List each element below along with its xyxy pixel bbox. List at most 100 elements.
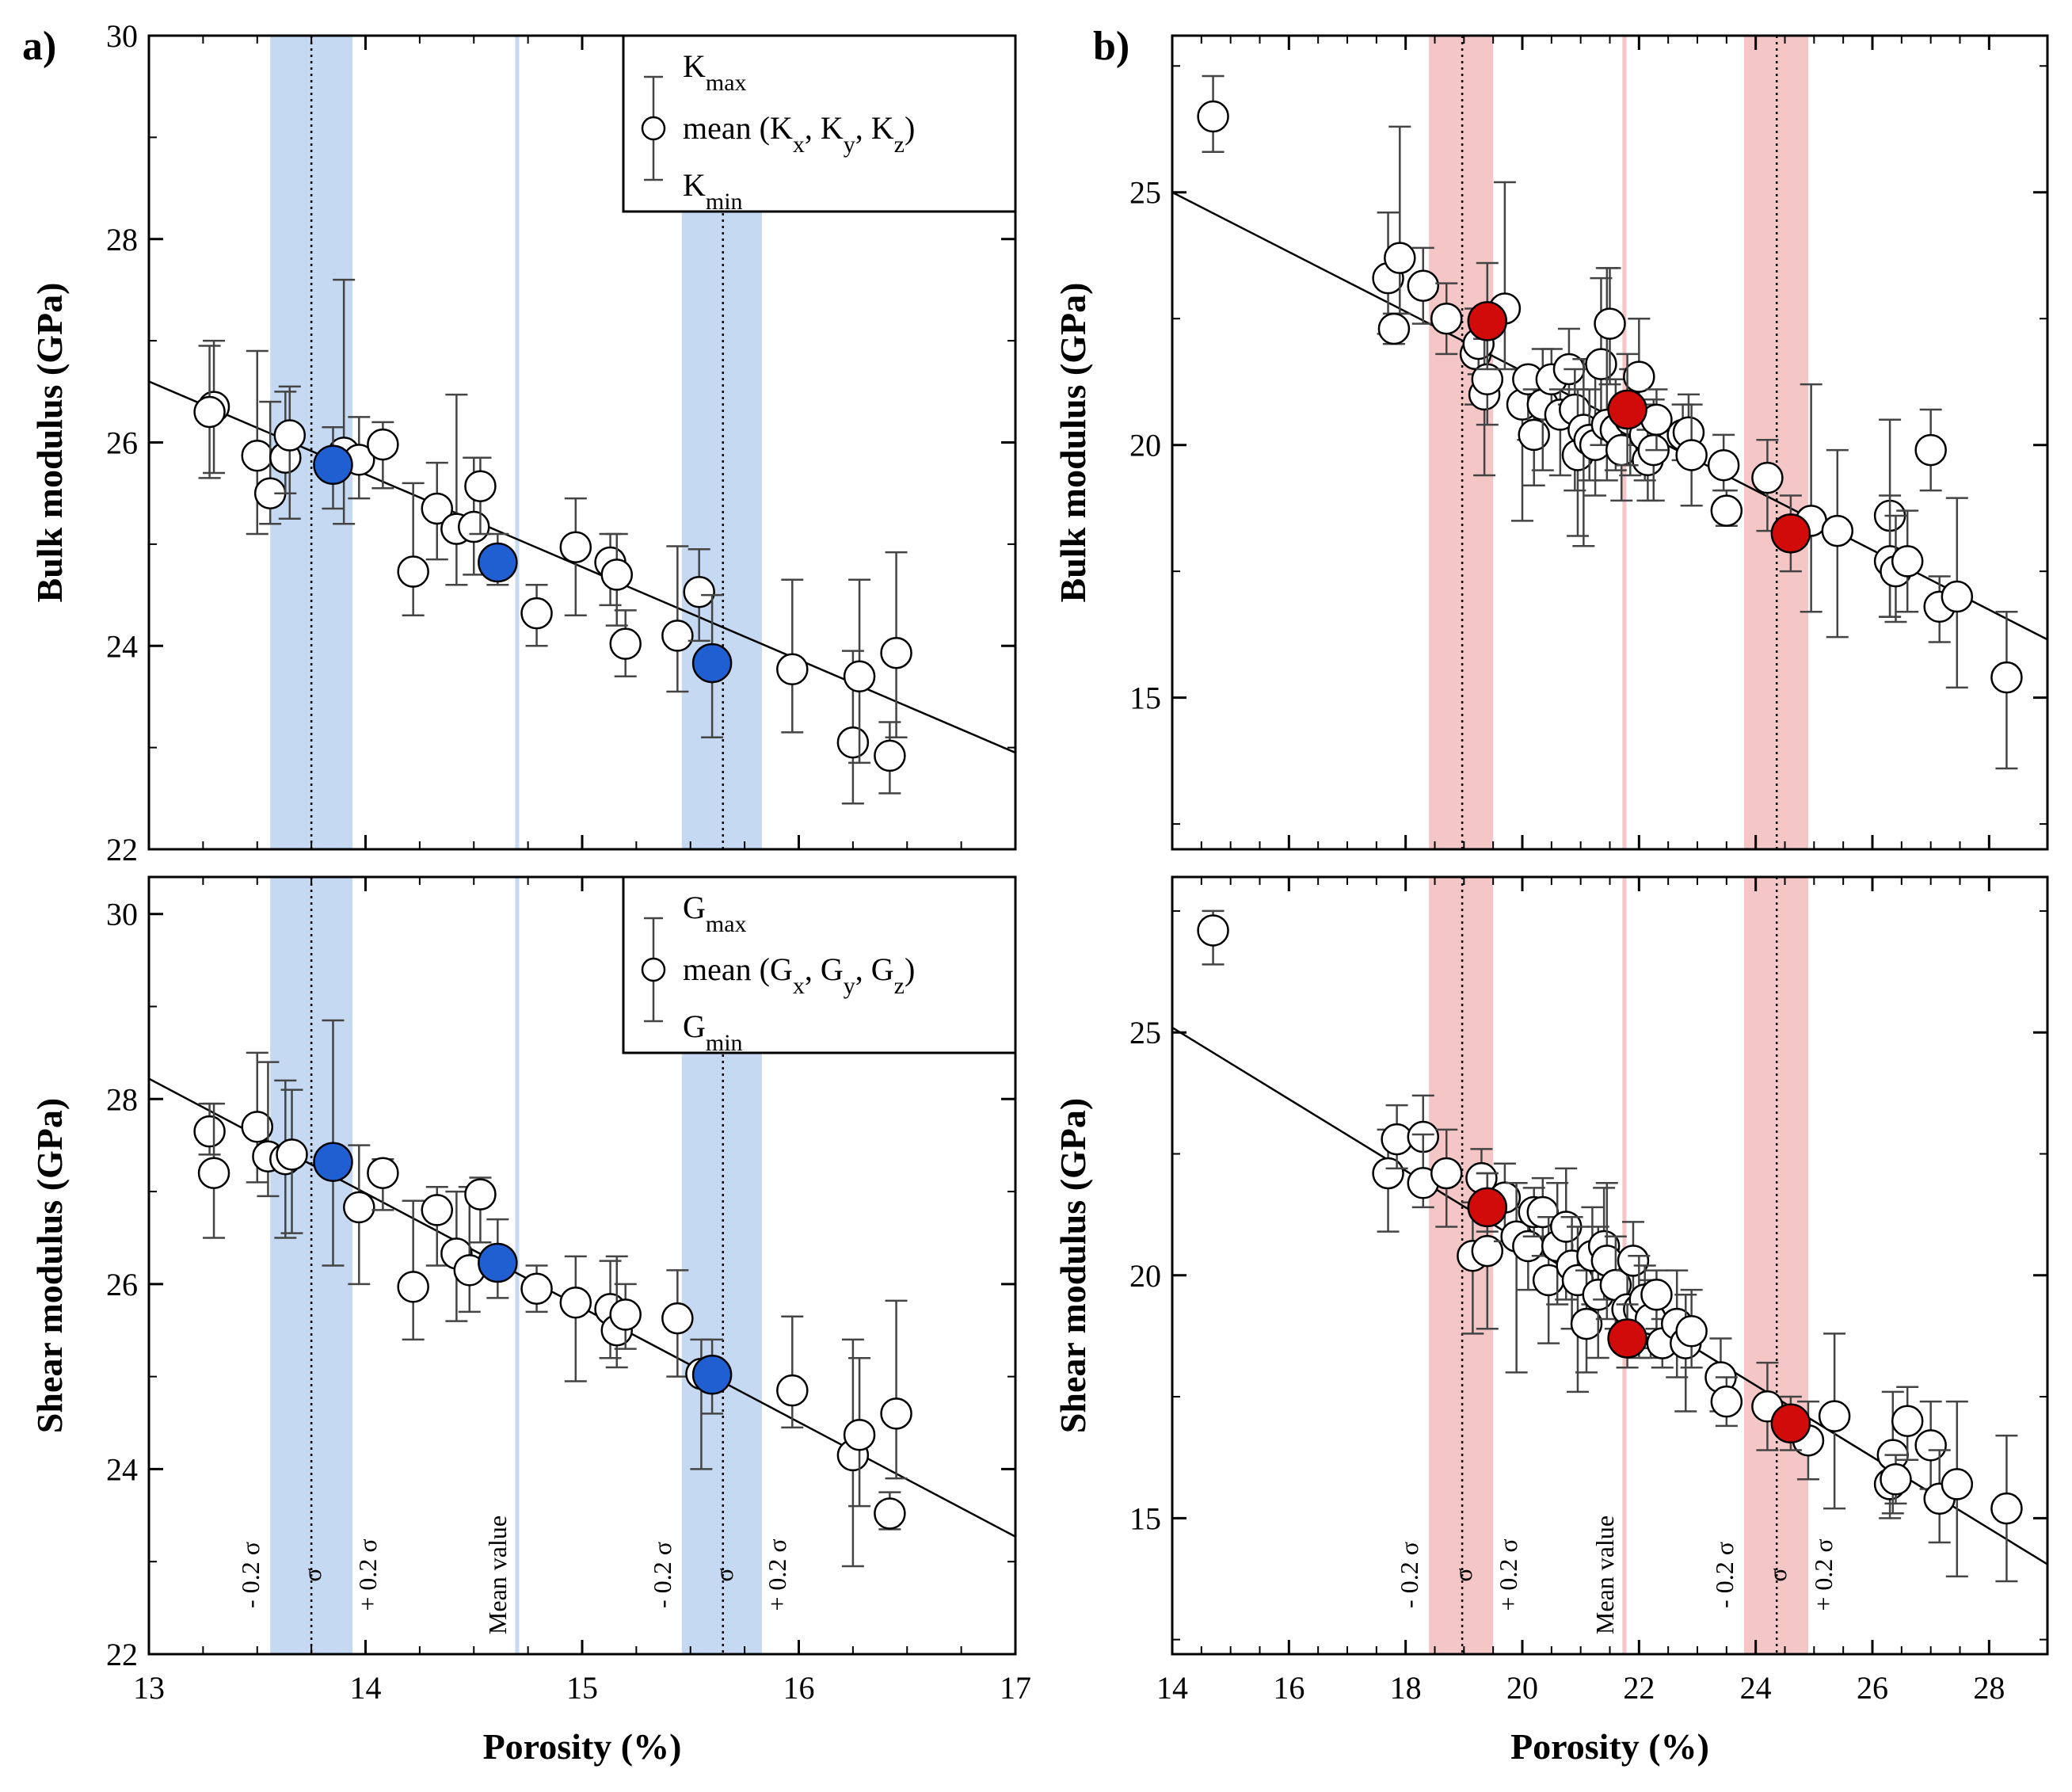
data-point-group [273, 385, 307, 520]
data-point-group [343, 1144, 375, 1286]
x-tick-label: 28 [1973, 1670, 2005, 1706]
data-point [559, 531, 592, 563]
minus-sigma-label: - 0.2 σ [648, 1542, 676, 1608]
data-point-group [453, 1185, 486, 1313]
data-point-group [874, 1491, 906, 1531]
sigma-label: σ [1449, 1568, 1477, 1581]
y-tick-label: 22 [106, 1637, 138, 1672]
data-point [600, 559, 634, 591]
mean-value-label: Mean value [1590, 1516, 1619, 1634]
chart-a-shear: 13 14 15 16 17 22 24 26 28 30 Shear modulus (GPa) P… [29, 875, 1031, 1767]
x-tick-label: 16 [783, 1670, 815, 1706]
legend-mean-sub1: x [793, 132, 805, 158]
data-point [367, 428, 399, 461]
data-point [421, 492, 454, 525]
highlight-point [691, 1355, 733, 1395]
highlight-point-group [691, 1338, 733, 1415]
highlight-point-group [1467, 1172, 1508, 1233]
data-point-group [1707, 433, 1740, 492]
data-point-group [197, 1102, 230, 1239]
data-point-group [520, 583, 553, 647]
highlight-point [313, 1142, 353, 1182]
chart-b-shear: 14 16 18 20 22 24 26 28 15 20 25 Shear modulus (GPa… [1053, 875, 2049, 1767]
data-point [843, 1418, 876, 1451]
data-point [367, 1157, 399, 1189]
data-point [843, 660, 876, 693]
data-point [1675, 439, 1708, 471]
data-point-group [1377, 312, 1411, 345]
data-point [520, 597, 553, 630]
data-point [683, 575, 715, 608]
data-point [661, 1302, 694, 1335]
y-tick-label: 22 [106, 832, 138, 867]
data-point-group [397, 482, 429, 616]
data-point-group [276, 1089, 308, 1234]
highlight-point-group [1467, 261, 1508, 371]
minus-sigma-label: - 0.2 σ [1710, 1542, 1739, 1608]
legend-mean-label: mean (Kx, Ky, Kz) [683, 110, 915, 158]
y-tick-label: 30 [106, 18, 138, 54]
data-point-group [464, 1176, 497, 1244]
legend-min-sub: min [706, 189, 743, 215]
data-point [1570, 1307, 1603, 1340]
data-point-group [874, 721, 906, 795]
data-point-group [1990, 1434, 2023, 1583]
data-point [241, 1111, 273, 1143]
data-point-group [1617, 1221, 1650, 1306]
highlight-point-group [1770, 494, 1811, 573]
data-point [1891, 1405, 1924, 1437]
data-point [197, 1157, 230, 1189]
sigma-band [1429, 36, 1494, 849]
highlight-point [478, 542, 518, 583]
minus-sigma-label: - 0.2 σ [1395, 1542, 1423, 1608]
legend-mean-sub2: y [844, 973, 855, 999]
legend-max-label: Gmax [683, 890, 747, 937]
data-point-group [520, 1264, 553, 1313]
highlight-point-group [1770, 1395, 1811, 1451]
panel-letter-a: a) [22, 24, 56, 69]
y-axis-label: Bulk modulus (GPa) [29, 283, 70, 603]
legend-marker [641, 957, 666, 982]
data-point [880, 1397, 912, 1430]
highlight-point-group [313, 425, 353, 510]
data-point [1197, 914, 1229, 947]
data-point-group [1197, 909, 1229, 966]
data-point-group [1710, 1376, 1743, 1428]
highlight-point-group [478, 1218, 518, 1299]
data-point [1585, 348, 1617, 380]
data-point [1818, 1400, 1851, 1432]
plot-area [1172, 36, 2047, 849]
y-tick-label: 15 [1129, 681, 1161, 716]
y-axis-label: Shear modulus (GPa) [1053, 1098, 1093, 1433]
legend-marker [641, 116, 666, 141]
data-point [874, 739, 906, 772]
x-tick-label: 14 [1156, 1670, 1188, 1706]
data-point [1640, 1279, 1673, 1311]
data-point-group [843, 578, 876, 764]
data-point-group [609, 1283, 642, 1350]
legend-mean-sep1: , K [805, 110, 844, 146]
x-tick-label: 18 [1390, 1670, 1422, 1706]
chart-a-bulk: 22 24 26 28 30 Bulk modulus (GPa) Kmax mean (Kx… [29, 18, 1017, 867]
data-point [397, 1271, 429, 1303]
data-point-group [836, 650, 870, 805]
y-tick-label: 24 [106, 1451, 138, 1487]
data-point-group [421, 461, 454, 561]
data-point-group [241, 349, 273, 536]
y-tick-label: 20 [1129, 428, 1161, 463]
data-point [661, 620, 694, 652]
data-point [1990, 1492, 2023, 1525]
legend-mean-close: ) [905, 951, 915, 987]
highlight-point [1770, 1403, 1811, 1444]
data-point-group [1818, 1333, 1851, 1510]
data-point [1880, 1463, 1912, 1496]
data-point [1377, 312, 1411, 345]
data-point [464, 1178, 497, 1211]
data-point [1623, 360, 1655, 393]
data-point [880, 636, 912, 669]
y-tick-label: 28 [106, 222, 138, 257]
highlight-point [313, 444, 353, 485]
highlight-point-group [313, 1019, 353, 1267]
